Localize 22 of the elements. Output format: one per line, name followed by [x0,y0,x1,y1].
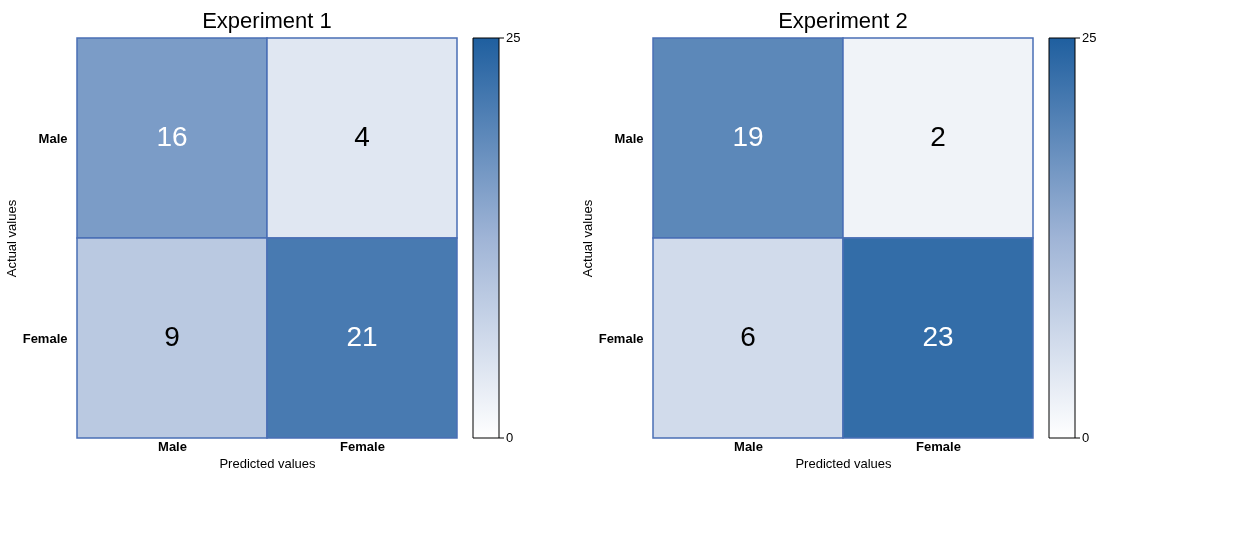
x-tick-label: Female [916,438,961,454]
y-axis-title: Actual values [3,199,19,278]
x-tick-label: Male [734,438,763,454]
chart-title: Experiment 2 [778,8,908,34]
x-axis-title: Predicted values [795,455,893,471]
data-label: 6 [740,321,756,352]
data-label: 21 [346,321,378,352]
data-label: 23 [922,321,954,352]
chart-title: Experiment 1 [202,8,332,34]
data-label: 2 [930,121,946,152]
color-bar-label: 25 [1082,30,1097,45]
data-label: 16 [156,121,188,152]
x-axis-title: Predicted values [219,455,317,471]
color-bar-label: 0 [1082,430,1090,445]
data-label: 19 [732,121,764,152]
color-bar-label: 25 [506,30,521,45]
color-bar-label: 0 [506,430,514,445]
y-axis-title: Actual values [579,199,595,278]
x-tick-label: Male [158,438,187,454]
data-label: 9 [164,321,180,352]
data-label: 4 [354,121,370,152]
x-tick-label: Female [340,438,385,454]
